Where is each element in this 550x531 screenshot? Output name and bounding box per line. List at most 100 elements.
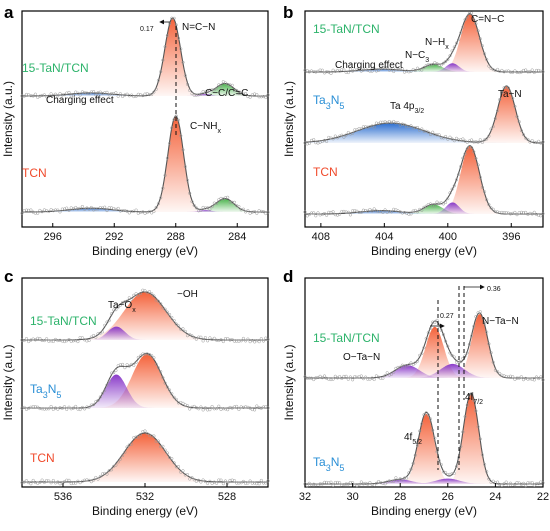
data-point (210, 404, 214, 409)
data-point (89, 205, 93, 210)
data-point (36, 405, 40, 409)
data-point (470, 11, 474, 15)
data-point (331, 210, 335, 214)
data-point (431, 130, 435, 134)
data-point (181, 469, 185, 473)
sample-label-c-ta3n5: Ta3N5 (30, 382, 61, 400)
data-point (60, 207, 64, 211)
data-point (223, 81, 228, 85)
data-point (353, 209, 357, 213)
data-point (508, 212, 513, 216)
data-point (257, 340, 261, 344)
sample-label-d-15tantcn: 15-TaN/TCN (313, 331, 380, 345)
data-point (22, 405, 26, 409)
data-point (130, 93, 134, 97)
panel-letter-d: d (283, 267, 293, 286)
data-point (118, 303, 122, 307)
data-point (329, 480, 333, 484)
data-point (340, 376, 344, 380)
data-point (508, 70, 513, 74)
data-point (491, 125, 495, 129)
data-point (42, 480, 46, 484)
data-point (219, 84, 223, 88)
data-point (152, 90, 156, 94)
data-point (47, 209, 51, 214)
data-point (444, 200, 448, 205)
data-point (257, 482, 261, 486)
data-point (181, 60, 185, 64)
data-point (235, 481, 239, 485)
data-point (69, 482, 73, 486)
data-point (418, 68, 422, 72)
data-point (480, 316, 484, 320)
data-point (500, 373, 504, 377)
data-point (67, 90, 71, 94)
data-point (168, 141, 172, 145)
data-point (76, 340, 80, 344)
data-point (56, 208, 60, 212)
data-point (165, 385, 169, 389)
data-point (454, 136, 459, 140)
data-point (107, 318, 111, 323)
data-point (433, 436, 437, 440)
data-point (170, 16, 174, 20)
data-point (476, 140, 480, 144)
data-point (335, 480, 340, 484)
data-point (60, 339, 64, 343)
data-point (201, 339, 205, 343)
data-point (192, 203, 196, 208)
data-point (411, 461, 415, 465)
data-point (433, 321, 437, 325)
data-point (465, 140, 469, 144)
data-point (500, 483, 504, 488)
data-point (381, 120, 385, 124)
data-point (415, 443, 420, 447)
data-point (183, 165, 187, 169)
data-point (165, 156, 169, 160)
data-point (261, 405, 266, 409)
data-point (239, 481, 243, 485)
data-point (230, 83, 234, 87)
data-point (389, 372, 394, 376)
data-point (463, 415, 467, 419)
data-point (206, 206, 210, 210)
data-point (92, 478, 96, 482)
data-point (502, 374, 506, 378)
data-point (431, 62, 435, 67)
data-point (392, 207, 396, 211)
data-point (203, 406, 207, 410)
data-point (331, 483, 335, 488)
data-point (519, 210, 523, 214)
y-axis-title: Intensity (a.u.) (282, 344, 296, 420)
data-point (56, 480, 60, 484)
data-point (532, 70, 536, 75)
data-point (159, 302, 163, 306)
x-axis-title: Binding energy (eV) (92, 244, 198, 258)
data-point (212, 336, 216, 340)
data-point (446, 473, 450, 477)
data-point (159, 196, 163, 200)
data-point (130, 297, 134, 301)
data-point (212, 201, 216, 205)
data-point (364, 125, 368, 129)
data-point (402, 476, 407, 480)
data-point (147, 93, 152, 97)
data-point (98, 474, 102, 478)
data-point (435, 318, 439, 322)
data-point (259, 337, 263, 341)
data-point (325, 213, 329, 217)
data-point (498, 210, 502, 215)
data-point (448, 54, 452, 58)
data-point (340, 68, 344, 72)
data-point (327, 210, 331, 214)
data-point (465, 403, 469, 407)
sample-label-d-ta3n5: Ta3N5 (313, 455, 344, 473)
data-point (485, 137, 489, 141)
data-point (452, 45, 456, 49)
data-point (96, 207, 100, 211)
data-point (65, 407, 69, 411)
data-point (409, 467, 413, 471)
data-point (344, 374, 348, 378)
data-point (346, 482, 350, 486)
data-point (78, 336, 82, 340)
